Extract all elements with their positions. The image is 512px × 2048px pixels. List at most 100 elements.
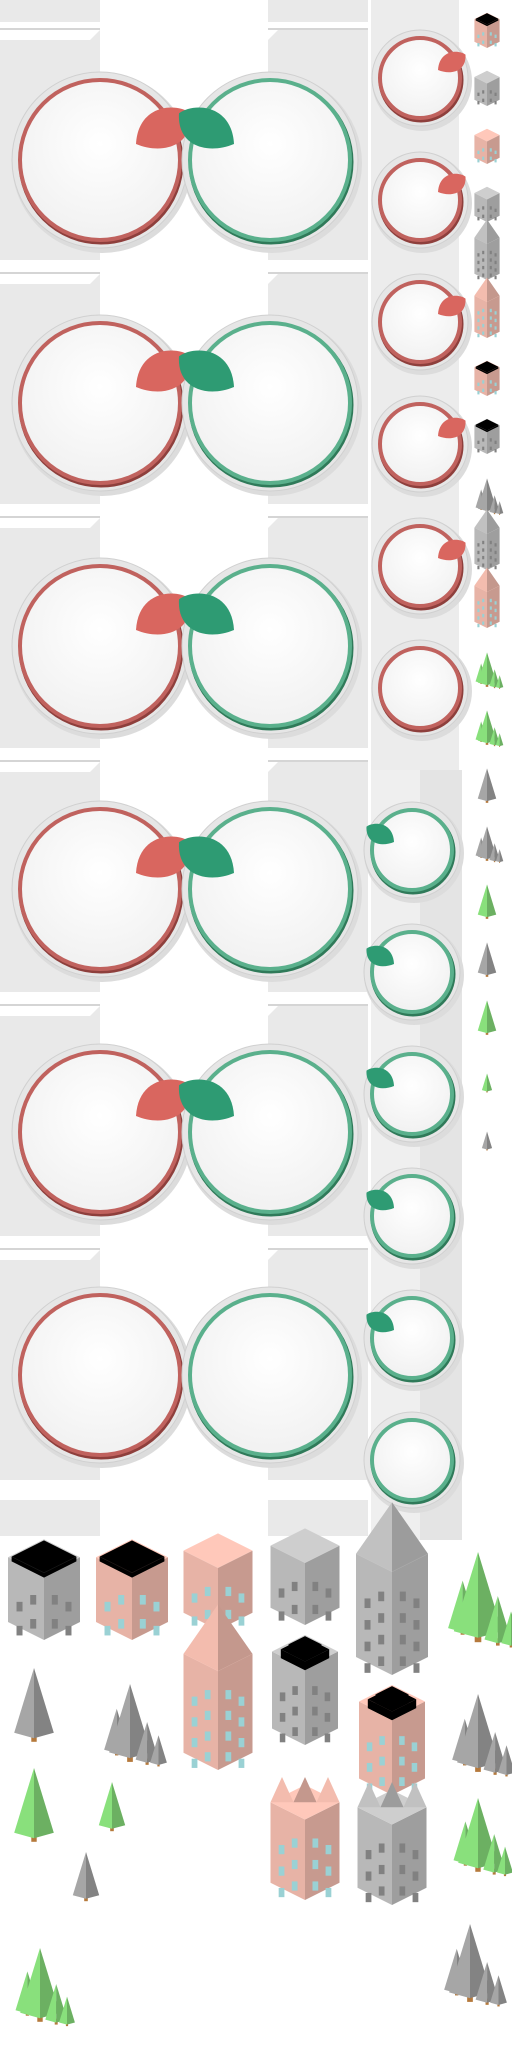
window (225, 1710, 232, 1720)
leaf-icon (438, 417, 466, 439)
gray-pine (14, 1668, 54, 1742)
box-right-face (392, 1694, 409, 1712)
box-right-face (132, 1556, 165, 1578)
sprite-stone-tower (356, 1502, 428, 1675)
tree-left (475, 1962, 488, 2003)
box-top-face (474, 70, 500, 84)
side-icon-stone-block (474, 70, 500, 106)
window (482, 90, 485, 94)
window (477, 101, 480, 105)
pine-small (490, 1975, 507, 2007)
window (204, 1731, 211, 1741)
roof-left (474, 509, 487, 534)
window (482, 598, 485, 603)
leaf-icon (366, 823, 394, 845)
button-face (370, 1418, 454, 1502)
sprite-brick-tower (183, 1604, 253, 1770)
button-face (370, 808, 454, 892)
box-left-face (475, 366, 487, 375)
roof-right (487, 277, 500, 302)
tree-left (98, 1782, 112, 1829)
window (494, 34, 497, 39)
window (477, 440, 480, 445)
sprite-gray-pine-single (72, 1852, 100, 1902)
window (477, 253, 480, 257)
gray-tree-cluster (452, 1694, 512, 1777)
side-icon-brick-block (474, 128, 500, 164)
tree-left (489, 669, 495, 688)
panel-bottom-right (268, 1500, 368, 1536)
window (494, 92, 497, 97)
window (482, 613, 485, 618)
sprite-gray-tree-cluster (444, 1924, 507, 2007)
small-green-button (363, 1289, 464, 1391)
panel-divider (0, 760, 100, 762)
window (411, 1742, 418, 1752)
window (312, 1727, 318, 1737)
window (482, 156, 485, 161)
window (312, 1838, 319, 1848)
tree-left (20, 1948, 40, 2019)
window (278, 1845, 285, 1855)
small-red-button (371, 29, 472, 131)
leaf-icon (178, 107, 234, 149)
window (279, 1733, 286, 1743)
box-right-face (392, 1553, 428, 1675)
pine (495, 675, 504, 689)
roof-right (487, 567, 500, 592)
tree-left (481, 1073, 487, 1092)
green-round-button (178, 71, 362, 253)
box-left-face (474, 585, 487, 628)
window (378, 1843, 385, 1853)
tree-left (477, 884, 487, 918)
leaf-icon (438, 539, 466, 561)
green-tree-cluster (453, 1798, 512, 1877)
tree-right (34, 1768, 54, 1839)
tree-trunk (505, 1771, 508, 1777)
window (494, 43, 497, 47)
gray-tree-cluster (104, 1684, 167, 1767)
window (324, 1733, 331, 1743)
window (494, 326, 497, 330)
window (278, 1866, 285, 1876)
pine (150, 1735, 167, 1767)
window (482, 206, 485, 210)
tree-left (72, 1852, 86, 1899)
window (365, 1850, 372, 1860)
window (204, 1609, 211, 1620)
window (191, 1696, 198, 1706)
roof-step-box (288, 1636, 322, 1662)
panel-bottom-left (0, 1500, 100, 1536)
window (378, 1591, 385, 1602)
window (291, 1838, 298, 1848)
button-face (378, 524, 462, 608)
window (312, 1581, 319, 1592)
pine (59, 1996, 75, 2027)
side-icon-stone-house (474, 418, 500, 454)
window (494, 253, 497, 257)
window (204, 1690, 211, 1700)
window (413, 1620, 420, 1630)
box-right-face (487, 237, 500, 280)
window (204, 1710, 211, 1720)
window (477, 623, 480, 628)
pine (490, 1975, 507, 2007)
small-green-button (363, 801, 464, 903)
button-face (370, 1174, 454, 1258)
roof-step-2 (375, 1686, 409, 1712)
tree-left (489, 843, 495, 862)
leaf-icon (366, 1311, 394, 1333)
window (482, 265, 485, 270)
window (477, 268, 480, 272)
leaf-icon (178, 350, 234, 392)
side-icon-gray-pine-small (481, 1131, 493, 1151)
window (30, 1595, 37, 1605)
box-right-face (44, 1556, 77, 1578)
roof-tooth (403, 1781, 427, 1808)
window (191, 1616, 198, 1626)
window (477, 601, 480, 605)
panel-divider (268, 28, 368, 30)
button-face (18, 807, 182, 971)
window (494, 268, 497, 272)
leaf-icon (178, 836, 234, 878)
